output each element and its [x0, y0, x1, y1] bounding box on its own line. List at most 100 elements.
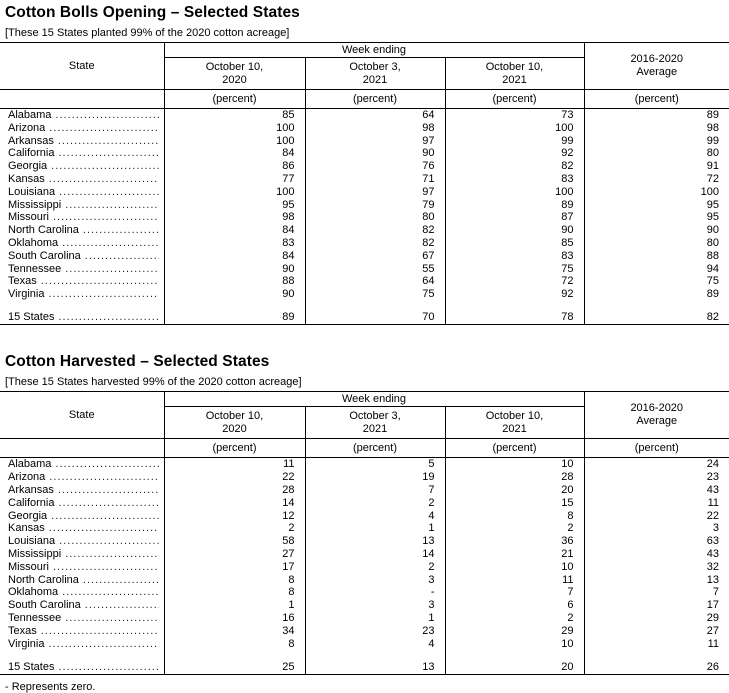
value-cell: 43	[583, 548, 729, 561]
state-name: Georgia	[8, 160, 48, 173]
value-cell: 84	[163, 147, 305, 161]
section-subtitle: [These 15 States planted 99% of the 2020…	[5, 27, 290, 39]
value-cell: 1	[163, 599, 305, 613]
value-cell: 100	[163, 121, 305, 135]
value-cell: 89	[583, 108, 729, 122]
value-cell: 98	[163, 211, 305, 225]
header-row-dates: October 10, 2020 October 3, 2021 October…	[0, 406, 729, 440]
unit-cell: (percent)	[583, 89, 729, 109]
value-cell: 100	[444, 121, 584, 135]
value-cell: 1	[304, 612, 445, 625]
value-cell: 17	[583, 599, 729, 613]
value-cell: 86	[163, 160, 305, 173]
section-title: Cotton Bolls Opening – Selected States	[5, 4, 300, 21]
value-cell: 3	[583, 522, 729, 536]
state-cell: Oklahoma	[0, 237, 164, 250]
value-cell: 22	[163, 471, 305, 485]
value-cell: 73	[444, 108, 584, 122]
dot-leader	[49, 288, 159, 301]
value-cell: 7	[444, 586, 584, 600]
value-cell: 76	[304, 160, 445, 173]
value-cell: 36	[444, 535, 584, 549]
value-cell: 13	[583, 573, 729, 587]
value-cell: 98	[583, 121, 729, 135]
value-cell: 8	[163, 586, 305, 600]
date-column-header: October 10, 2020	[163, 57, 305, 90]
dot-leader	[58, 147, 158, 160]
value-cell: 19	[304, 471, 445, 485]
week-ending-header: Week ending	[163, 391, 585, 408]
state-cell: Texas	[0, 275, 164, 288]
unit-cell-blank	[0, 438, 164, 459]
state-cell: Georgia	[0, 160, 164, 173]
value-cell: 2	[304, 560, 445, 574]
state-name: North Carolina	[8, 573, 79, 586]
state-cell: Tennessee	[0, 612, 164, 625]
section-subtitle: [These 15 States harvested 99% of the 20…	[5, 376, 302, 389]
state-name: Texas	[8, 624, 37, 637]
value-cell: 20	[444, 659, 584, 675]
dot-leader	[58, 484, 159, 497]
value-cell: 7	[583, 586, 729, 600]
value-cell: 11	[163, 457, 305, 472]
dot-leader	[58, 497, 158, 510]
dot-leader	[53, 561, 159, 574]
dot-leader	[49, 522, 159, 535]
value-cell: 1	[304, 522, 445, 536]
value-cell	[163, 300, 305, 310]
table-row: Louisiana10097100100	[0, 185, 729, 199]
dot-leader	[58, 310, 158, 324]
value-cell: 43	[583, 484, 729, 497]
unit-cell: (percent)	[304, 438, 445, 459]
dot-leader	[49, 122, 158, 135]
bolls-opening-table: State Week ending 2016-2020 Average Octo…	[0, 42, 729, 326]
value-cell	[444, 650, 584, 660]
state-name: Missouri	[8, 560, 49, 573]
value-cell: 5	[304, 457, 445, 472]
value-cell: 13	[304, 535, 445, 549]
value-cell: 15	[444, 496, 584, 510]
state-cell: North Carolina	[0, 224, 164, 237]
value-cell: 63	[583, 535, 729, 549]
value-cell: 92	[444, 147, 584, 161]
date-column-header: October 10, 2021	[444, 57, 584, 90]
value-cell: 8	[444, 509, 584, 523]
value-cell: 67	[304, 249, 445, 263]
value-cell: 85	[444, 236, 584, 250]
value-cell: 24	[583, 457, 729, 472]
value-cell: 23	[583, 471, 729, 485]
value-cell: 11	[583, 637, 729, 651]
state-name: Alabama	[8, 109, 52, 121]
week-ending-header: Week ending	[163, 42, 585, 58]
state-name: Arizona	[8, 121, 46, 134]
value-cell: 99	[444, 134, 584, 148]
dot-leader	[41, 275, 159, 288]
value-cell: 78	[444, 309, 584, 326]
value-cell: 80	[583, 236, 729, 250]
state-cell: North Carolina	[0, 574, 164, 587]
section-title: Cotton Harvested – Selected States	[5, 353, 270, 371]
spacer-row	[0, 300, 729, 310]
value-cell: 80	[583, 147, 729, 161]
value-cell	[583, 650, 729, 660]
value-cell: 97	[304, 134, 445, 148]
dot-leader	[53, 211, 159, 224]
state-column-header: State	[0, 42, 165, 90]
cotton-bolls-opening-section: Cotton Bolls Opening – Selected States […	[0, 4, 729, 326]
value-cell: 90	[444, 224, 584, 237]
dot-leader	[49, 471, 158, 484]
state-cell: Mississippi	[0, 199, 164, 212]
value-cell: 55	[304, 262, 445, 276]
value-cell: 83	[163, 236, 305, 250]
value-cell: 89	[444, 198, 584, 212]
value-cell: 28	[163, 484, 305, 497]
state-name: Kansas	[8, 522, 45, 535]
value-cell: 95	[583, 211, 729, 225]
